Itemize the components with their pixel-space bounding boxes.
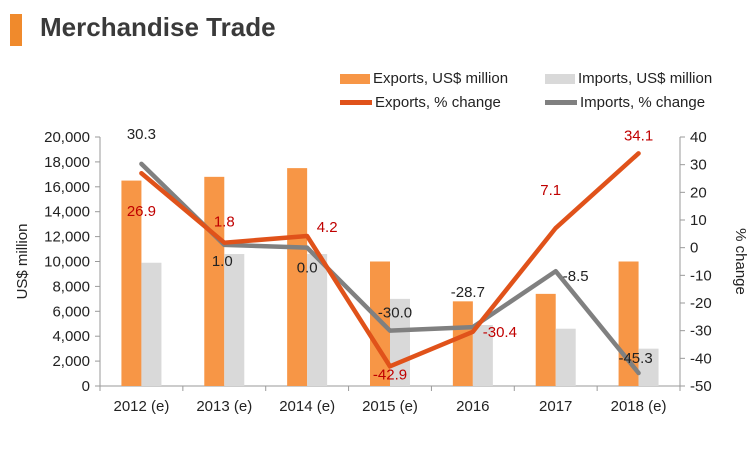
exports-pct-data-label: -42.9: [373, 366, 407, 383]
imports-pct-data-label: -30.0: [378, 305, 412, 322]
left-axis-tick-label: 18,000: [44, 154, 90, 171]
exports-bar: [121, 180, 142, 386]
x-axis-tick-label: 2015 (e): [362, 398, 418, 415]
left-axis-tick-label: 10,000: [44, 254, 90, 271]
imports-pct-data-label: -8.5: [563, 268, 589, 285]
left-axis-tick-label: 12,000: [44, 229, 90, 246]
right-axis-tick-label: 20: [690, 184, 707, 201]
right-axis-tick-label: 0: [690, 240, 698, 257]
legend-swatch-imports-line: [545, 100, 577, 105]
exports-bar: [204, 176, 225, 386]
exports-pct-data-label: -30.4: [483, 324, 517, 341]
page-title: Merchandise Trade: [40, 12, 276, 42]
imports-bar: [472, 324, 493, 386]
legend-item-imports-bar: Imports, US$ million: [545, 70, 712, 87]
legend-item-exports-line: Exports, % change: [340, 94, 501, 111]
legend-swatch-imports-bar: [545, 73, 575, 84]
right-axis-tick-label: -50: [690, 378, 712, 395]
legend-label-imports-line: Imports, % change: [580, 94, 706, 111]
imports-pct-data-label: 1.0: [212, 253, 233, 270]
right-axis-tick-label: 40: [690, 129, 707, 146]
x-axis-tick-label: 2016: [456, 398, 489, 415]
x-axis-tick-label: 2013 (e): [196, 398, 252, 415]
imports-pct-data-label: 30.3: [127, 126, 156, 143]
imports-bar: [224, 254, 245, 386]
x-axis-tick-label: 2017: [539, 398, 572, 415]
left-axis-tick-label: 0: [82, 378, 90, 395]
right-axis-tick-label: 10: [690, 212, 707, 229]
imports-bar: [141, 262, 162, 386]
imports-bar: [555, 328, 576, 386]
imports-bar: [307, 254, 328, 386]
legend-item-exports-bar: Exports, US$ million: [340, 70, 508, 87]
legend-label-exports-line: Exports, % change: [375, 94, 501, 111]
exports-pct-data-label: 4.2: [317, 219, 338, 236]
y-axis-title: US$ million: [14, 224, 31, 300]
exports-pct-data-label: 34.1: [624, 127, 653, 144]
right-axis-tick-label: -20: [690, 295, 712, 312]
x-axis-tick-label: 2018 (e): [611, 398, 667, 415]
exports-pct-data-label: 26.9: [127, 203, 156, 220]
legend-swatch-exports-bar: [340, 73, 370, 84]
right-axis-tick-label: 30: [690, 157, 707, 174]
imports-bar: [638, 348, 659, 386]
left-axis-tick-label: 16,000: [44, 179, 90, 196]
legend-label-exports-bar: Exports, US$ million: [373, 70, 509, 87]
legend-label-imports-bar: Imports, US$ million: [578, 70, 713, 87]
title-accent-bar: [10, 14, 22, 46]
x-axis-tick-label: 2014 (e): [279, 398, 335, 415]
left-axis-tick-label: 8,000: [52, 278, 90, 295]
exports-bar: [452, 301, 473, 386]
exports-pct-data-label: 1.8: [214, 214, 235, 231]
left-axis-tick-label: 14,000: [44, 204, 90, 221]
left-axis-tick-label: 4,000: [52, 328, 90, 345]
exports-pct-data-label: 7.1: [540, 182, 561, 199]
left-axis-tick-label: 20,000: [44, 129, 90, 146]
exports-pct-change-line: [139, 151, 641, 369]
imports-pct-data-label: 0.0: [297, 260, 318, 277]
left-axis-tick-label: 6,000: [52, 303, 90, 320]
imports-pct-data-label: -28.7: [451, 284, 485, 301]
right-axis-tick-label: -10: [690, 267, 712, 284]
imports-pct-data-label: -45.3: [618, 350, 652, 367]
right-axis-tick-label: -30: [690, 323, 712, 340]
left-axis-tick-label: 2,000: [52, 353, 90, 370]
y2-axis-title: % change: [732, 228, 749, 295]
legend-item-imports-line: Imports, % change: [545, 94, 705, 111]
right-axis-tick-label: -40: [690, 350, 712, 367]
exports-bar: [287, 168, 308, 386]
legend-swatch-exports-line: [340, 100, 372, 105]
exports-bar: [535, 293, 556, 386]
x-axis-tick-label: 2012 (e): [113, 398, 169, 415]
